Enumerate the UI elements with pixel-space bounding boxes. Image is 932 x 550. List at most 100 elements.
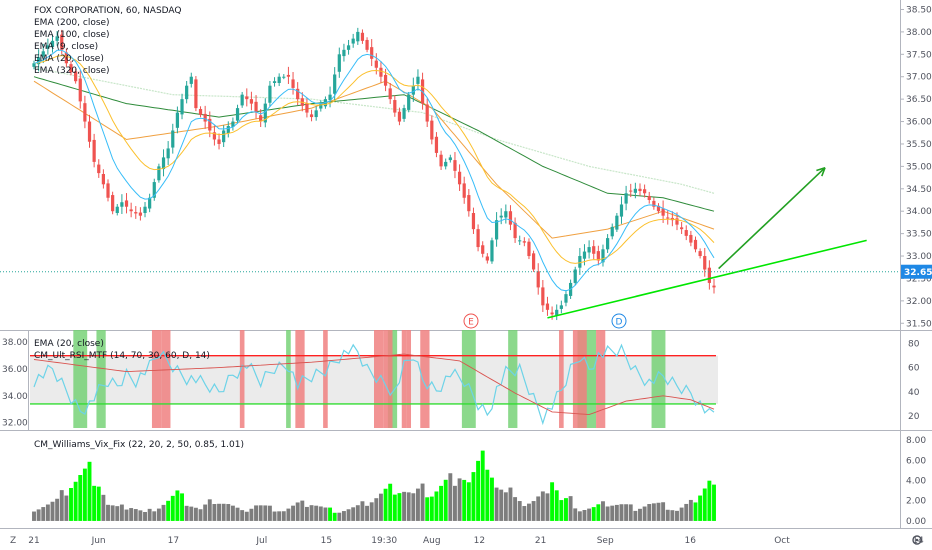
vix-pane[interactable]: 8.00 6.00 4.00 2.00 0.00 (32, 436, 926, 527)
vix-bar (411, 493, 416, 521)
vix-bar (508, 487, 513, 521)
candle-body (268, 85, 272, 103)
candle-body (485, 256, 489, 261)
vix-bar (651, 503, 656, 521)
candle-body (235, 108, 240, 121)
rsi-overbought-zone (559, 330, 564, 428)
price-tick-label: 35.00 (906, 162, 932, 172)
candle-body (328, 94, 332, 101)
vix-bar (476, 460, 481, 521)
legend-ema-20: EMA (20, close) (34, 54, 104, 64)
vix-bar (230, 505, 235, 521)
vix-bar (143, 511, 147, 521)
vix-bar (69, 488, 73, 521)
candle-body (50, 40, 55, 48)
candle-body (360, 32, 365, 41)
legend-ema-200: EMA (200, close) (34, 18, 110, 28)
vix-bar (406, 492, 411, 521)
ema-20-line (33, 55, 715, 264)
last-price-label: 32.65 (904, 268, 932, 278)
candle-body (171, 130, 175, 148)
time-axis[interactable]: 21 Jun 17 Jul 15 19:30 Aug 12 21 Sep 16 Oct 14 (28, 536, 924, 546)
candle-body (231, 121, 235, 127)
vix-bar (249, 508, 254, 521)
vix-bar (138, 510, 143, 521)
vix-bar (443, 479, 448, 521)
candle-body (92, 139, 96, 162)
vix-bar (221, 503, 226, 521)
projection-trend-line[interactable] (718, 167, 826, 270)
dividend-marker-icon[interactable] (611, 313, 627, 329)
time-tick-label: 21 (28, 536, 39, 546)
candle-body (337, 54, 341, 72)
vix-bar (115, 506, 120, 521)
candle-body (448, 157, 452, 161)
candle-body (175, 112, 180, 128)
time-tick-label: Jul (255, 536, 267, 546)
candle-body (374, 60, 378, 68)
vix-bar (124, 509, 129, 521)
candle-body (425, 104, 429, 122)
vix-bar (545, 493, 550, 521)
vix-bar (101, 494, 106, 521)
candle-body (69, 64, 73, 73)
vix-bar (577, 511, 582, 521)
candle-body (494, 220, 499, 240)
vix-bar (573, 508, 578, 521)
vix-bar (64, 495, 69, 521)
rsi-left-tick-label: 36.00 (2, 365, 28, 375)
price-candles (32, 27, 716, 321)
vix-bar (610, 505, 615, 521)
event-markers[interactable]: E D (463, 313, 627, 329)
ema-20-path (33, 55, 715, 264)
vix-bar (661, 502, 666, 521)
vix-bar (550, 482, 555, 521)
vix-tick-label: 6.00 (906, 456, 926, 466)
support-trend-line[interactable] (547, 239, 867, 319)
candle-body (55, 36, 59, 41)
zoom-button[interactable]: Z (10, 536, 16, 546)
ema-9-path (33, 49, 715, 292)
vix-bar (235, 507, 240, 521)
candle-body (346, 45, 351, 50)
price-axis[interactable]: 38.50 38.00 37.50 37.00 36.50 36.00 35.50 35.00… (0, 5, 932, 329)
time-tick-label: 16 (684, 536, 696, 546)
gear-icon[interactable] (912, 535, 922, 545)
vix-bar (240, 510, 245, 521)
candle-body (564, 294, 568, 303)
candle-body (60, 34, 64, 50)
earnings-marker-icon[interactable] (463, 313, 479, 329)
legend-ema-320: EMA (320, close) (34, 66, 110, 76)
candle-body (370, 47, 374, 59)
candle-body (356, 31, 360, 42)
candle-body (240, 94, 244, 106)
candle-body (467, 195, 471, 212)
vix-bar (471, 472, 476, 521)
vix-bar (175, 490, 180, 521)
candle-body (138, 212, 143, 216)
candle-body (397, 111, 402, 122)
vix-bar (633, 510, 638, 521)
candle-body (379, 67, 383, 77)
vix-bar (332, 512, 337, 521)
candle-body (74, 71, 78, 82)
rsi-overbought-zone (383, 330, 393, 428)
candle-body (527, 241, 531, 257)
candle-body (656, 205, 661, 212)
vix-bar (601, 501, 605, 521)
candle-body (462, 183, 466, 198)
vix-bar (212, 504, 217, 521)
vix-bar (647, 504, 652, 521)
vix-bar (605, 506, 610, 521)
vix-bar (226, 504, 231, 521)
vix-bar (106, 504, 110, 521)
trend-lines[interactable] (547, 166, 867, 319)
ema-9-line (33, 49, 715, 292)
rsi-pane[interactable]: 80 60 40 20 38.00 36.00 34.00 32.00 (2, 330, 920, 429)
vix-bar (96, 486, 101, 521)
vix-bar (642, 506, 647, 521)
vix-bar (341, 511, 346, 521)
vix-bar (318, 506, 323, 521)
